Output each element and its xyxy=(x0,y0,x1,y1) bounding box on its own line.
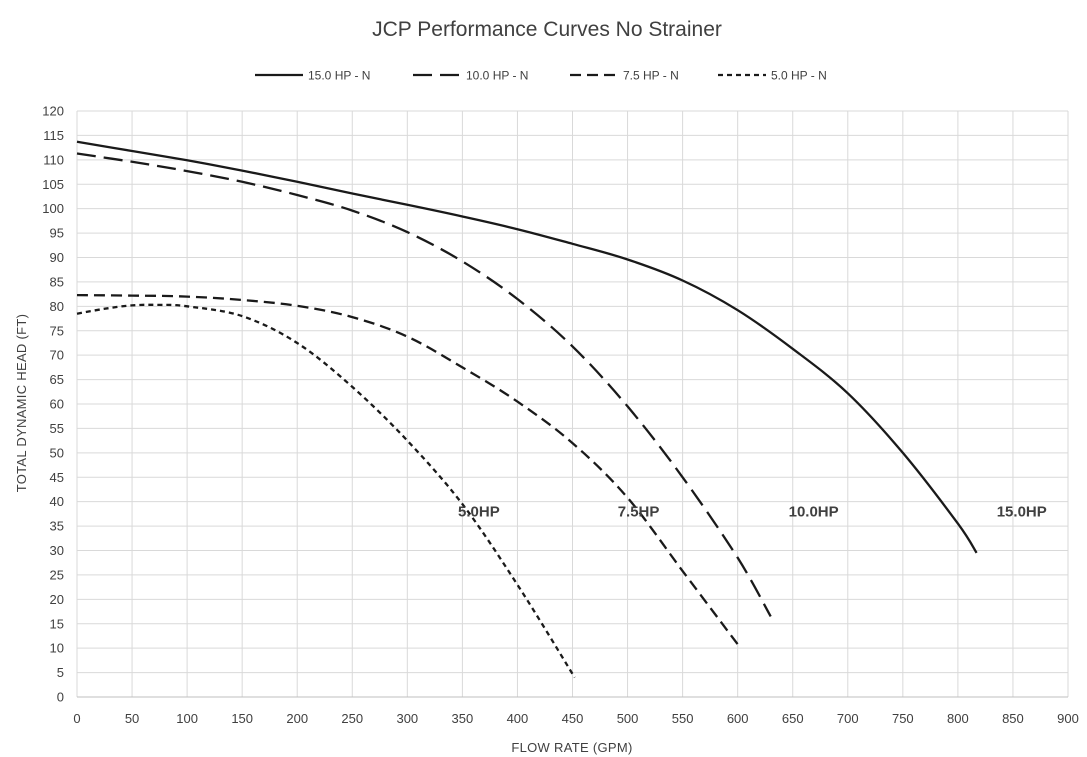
y-tick-label: 45 xyxy=(50,470,64,485)
curve-annotations: 5.0HP 7.5HP 10.0HP 15.0HP xyxy=(458,503,1047,520)
y-tick-label: 110 xyxy=(43,152,64,167)
x-tick-label: 100 xyxy=(176,711,198,726)
x-tick-label: 700 xyxy=(837,711,859,726)
y-tick-label: 95 xyxy=(50,226,64,241)
x-tick-label: 650 xyxy=(782,711,804,726)
gridlines xyxy=(76,110,1069,698)
y-tick-label: 105 xyxy=(42,177,64,192)
series-line-2 xyxy=(76,293,739,645)
y-tick-label: 50 xyxy=(50,445,64,460)
y-tick-label: 10 xyxy=(50,641,64,656)
x-tick-label: 800 xyxy=(947,711,969,726)
y-tick-label: 25 xyxy=(50,567,64,582)
curve-label-0: 5.0HP xyxy=(458,503,500,520)
chart-title: JCP Performance Curves No Strainer xyxy=(372,18,722,41)
y-tick-label: 75 xyxy=(50,323,64,338)
x-tick-label: 150 xyxy=(231,711,253,726)
x-tick-label: 450 xyxy=(562,711,584,726)
y-tick-label: 70 xyxy=(50,348,64,363)
y-axis-title: TOTAL DYNAMIC HEAD (FT) xyxy=(14,314,29,493)
series-line-3 xyxy=(76,303,576,679)
x-tick-label: 850 xyxy=(1002,711,1024,726)
x-tick-label: 350 xyxy=(452,711,474,726)
x-tick-label: 600 xyxy=(727,711,749,726)
y-tick-label: 65 xyxy=(50,372,64,387)
y-tick-label: 120 xyxy=(42,104,64,119)
curve-label-1: 7.5HP xyxy=(618,503,660,520)
x-tick-label: 500 xyxy=(617,711,639,726)
y-tick-label: 90 xyxy=(50,250,64,265)
y-tick-label: 0 xyxy=(57,690,64,705)
x-tick-label: 900 xyxy=(1057,711,1079,726)
x-tick-label: 0 xyxy=(73,711,80,726)
legend-label-2: 7.5 HP - N xyxy=(623,69,679,83)
x-tick-label: 750 xyxy=(892,711,914,726)
series-line-1 xyxy=(76,152,772,617)
x-tick-label: 200 xyxy=(286,711,308,726)
y-tick-label: 55 xyxy=(50,421,64,436)
legend-label-3: 5.0 HP - N xyxy=(771,69,827,83)
x-tick-label: 250 xyxy=(341,711,363,726)
y-tick-label: 30 xyxy=(50,543,64,558)
y-tick-label: 100 xyxy=(42,201,64,216)
y-tick-labels: 0 5 10 15 20 25 30 35 40 45 50 55 60 65 70 75 80 85 90 95 10… xyxy=(42,104,64,705)
series-curves xyxy=(76,140,978,679)
legend: 15.0 HP - N 10.0 HP - N 7.5 HP - N 5.0 HP -… xyxy=(255,69,827,83)
y-tick-label: 20 xyxy=(50,592,64,607)
curve-label-3: 15.0HP xyxy=(997,503,1047,520)
legend-label-0: 15.0 HP - N xyxy=(308,69,370,83)
y-tick-label: 15 xyxy=(50,616,64,631)
y-tick-label: 115 xyxy=(43,128,64,143)
y-tick-label: 85 xyxy=(50,274,64,289)
legend-label-1: 10.0 HP - N xyxy=(466,69,528,83)
x-tick-label: 50 xyxy=(125,711,139,726)
y-tick-label: 60 xyxy=(50,397,64,412)
curve-label-2: 10.0HP xyxy=(789,503,839,520)
x-axis-title: FLOW RATE (GPM) xyxy=(511,740,632,755)
x-tick-labels: 0 50 100 150 200 250 300 350 400 450 500 550 600 650 7… xyxy=(73,711,1078,726)
x-tick-label: 550 xyxy=(672,711,694,726)
y-tick-label: 35 xyxy=(50,519,64,534)
x-tick-label: 400 xyxy=(507,711,529,726)
y-tick-label: 80 xyxy=(50,299,64,314)
series-line-0 xyxy=(76,140,978,554)
y-tick-label: 40 xyxy=(50,494,64,509)
y-tick-label: 5 xyxy=(57,665,64,680)
x-tick-label: 300 xyxy=(396,711,418,726)
